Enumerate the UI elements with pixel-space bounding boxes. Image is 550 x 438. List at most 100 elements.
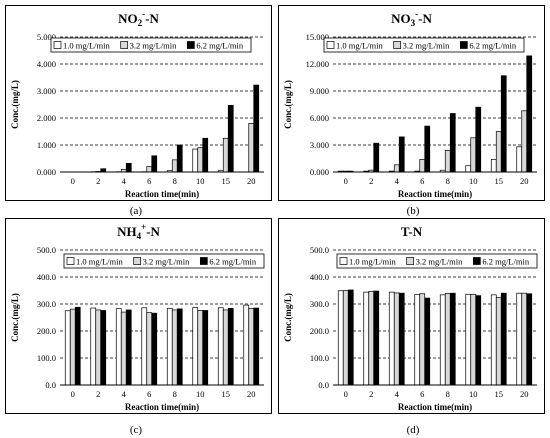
bar xyxy=(500,75,507,173)
x-axis-label: Reaction time(min) xyxy=(125,189,199,199)
y-tick-label: 12.000 xyxy=(306,59,329,69)
x-tick-label: 15 xyxy=(222,176,231,186)
bar xyxy=(151,312,158,386)
bar xyxy=(90,307,97,386)
x-tick-label: 4 xyxy=(395,176,400,186)
bar xyxy=(521,292,528,386)
legend-label: 1.0 mg/L/min xyxy=(349,257,397,267)
legend-swatch xyxy=(199,257,208,265)
x-tick-label: 10 xyxy=(469,176,478,186)
bar xyxy=(120,311,127,386)
y-axis-label: Conc.(mg/L) xyxy=(10,293,20,342)
bar xyxy=(69,308,76,386)
panel-d: T-N 0.0 100.0 200.0 300.0 400.0 500.0 Conc.(mg/… xyxy=(278,218,545,414)
chart-svg: NO3--N 0.000 3.000 6.000 9.000 12.000 15.000 Co… xyxy=(278,5,545,201)
bar xyxy=(222,137,229,173)
bar xyxy=(424,125,431,173)
bar xyxy=(398,136,405,173)
legend-label: 3.2 mg/L/min xyxy=(416,257,464,267)
bar xyxy=(521,110,528,173)
bar xyxy=(363,291,370,386)
legend-swatch xyxy=(53,41,62,49)
x-tick-label: 6 xyxy=(147,389,151,399)
x-tick-label: 10 xyxy=(196,389,205,399)
legend-label: 1.0 mg/L/min xyxy=(63,41,111,51)
bar xyxy=(125,163,132,173)
bar xyxy=(465,293,472,386)
legend-swatch xyxy=(326,41,335,49)
legend-label: 3.2 mg/L/min xyxy=(403,41,451,51)
x-tick-label: 15 xyxy=(495,389,504,399)
legend: 1.0 mg/L/min 3.2 mg/L/min 6.2 mg/L/min xyxy=(336,253,538,269)
x-tick-label: 8 xyxy=(173,389,177,399)
x-tick-label: 15 xyxy=(222,389,231,399)
bar xyxy=(470,293,477,386)
bar xyxy=(424,297,431,386)
bar xyxy=(414,294,421,386)
legend-swatch xyxy=(120,41,129,49)
bar xyxy=(470,137,477,173)
bar xyxy=(248,123,255,173)
x-tick-label: 10 xyxy=(469,389,478,399)
panel-c: NH4+-N 0.0 100.0 200.0 300.0 400.0 500.0 Conc.(… xyxy=(5,218,272,414)
bar xyxy=(490,159,497,173)
x-axis-label: Reaction time(min) xyxy=(125,402,199,412)
bar xyxy=(141,307,148,386)
bar xyxy=(227,307,234,386)
legend-swatch xyxy=(406,257,415,265)
panel-b: NO3--N 0.000 3.000 6.000 9.000 12.000 15.000 Co… xyxy=(278,5,545,201)
x-axis-label: Reaction time(min) xyxy=(398,189,472,199)
y-axis-label: Conc.(mg/L) xyxy=(283,80,293,129)
x-tick-label: 20 xyxy=(247,176,256,186)
bar xyxy=(64,310,71,386)
y-axis-label: Conc.(mg/L) xyxy=(283,293,293,342)
bar xyxy=(475,295,482,386)
bar xyxy=(146,312,153,386)
bar xyxy=(243,304,250,386)
chart-svg: NH4+-N 0.0 100.0 200.0 300.0 400.0 500.0 Conc.(… xyxy=(5,218,272,414)
bar xyxy=(248,307,255,386)
x-tick-label: 10 xyxy=(196,176,205,186)
bar xyxy=(495,297,502,386)
y-tick-label: 4.000 xyxy=(37,59,56,69)
caption-c: (c) xyxy=(129,424,143,436)
y-tick-label: 15.000 xyxy=(306,32,329,42)
panel-a: NO2--N 0.000 1.000 2.000 3.000 4.000 5.000 Conc… xyxy=(5,5,272,201)
bar xyxy=(151,155,158,173)
bar xyxy=(253,307,260,386)
chart-title: NO3--N xyxy=(391,9,432,28)
x-tick-label: 0 xyxy=(71,389,75,399)
chart-title: NH4+-N xyxy=(117,222,160,241)
legend: 1.0 mg/L/min 3.2 mg/L/min 6.2 mg/L/min xyxy=(63,253,265,269)
x-tick-label: 6 xyxy=(420,389,424,399)
x-tick-label: 4 xyxy=(122,176,127,186)
bar xyxy=(342,290,349,386)
y-tick-label: 5.000 xyxy=(37,32,56,42)
legend: 1.0 mg/L/min 3.2 mg/L/min 6.2 mg/L/min xyxy=(50,37,252,53)
bar xyxy=(475,106,482,173)
legend-swatch xyxy=(472,257,481,265)
x-tick-label: 8 xyxy=(446,176,450,186)
bar xyxy=(439,294,446,386)
bar xyxy=(176,144,183,173)
y-tick-label: 200.0 xyxy=(310,326,329,336)
legend-swatch xyxy=(186,41,195,49)
bar xyxy=(197,310,204,386)
legend-label: 3.2 mg/L/min xyxy=(143,257,191,267)
x-tick-label: 6 xyxy=(420,176,424,186)
chart-title: NO2--N xyxy=(118,9,159,28)
bar xyxy=(166,307,173,386)
bar xyxy=(227,104,234,173)
x-tick-label: 20 xyxy=(520,176,529,186)
bar xyxy=(146,166,153,173)
x-tick-label: 4 xyxy=(395,389,400,399)
chart-title: T-N xyxy=(401,224,423,239)
bar xyxy=(171,309,178,386)
bar xyxy=(115,308,122,386)
chart-svg: T-N 0.0 100.0 200.0 300.0 400.0 500.0 Conc.(mg/… xyxy=(278,218,545,414)
bar xyxy=(398,292,405,386)
legend-label: 6.2 mg/L/min xyxy=(469,41,517,51)
x-tick-label: 2 xyxy=(369,389,373,399)
bar xyxy=(373,142,380,173)
y-tick-label: 2.000 xyxy=(37,113,56,123)
